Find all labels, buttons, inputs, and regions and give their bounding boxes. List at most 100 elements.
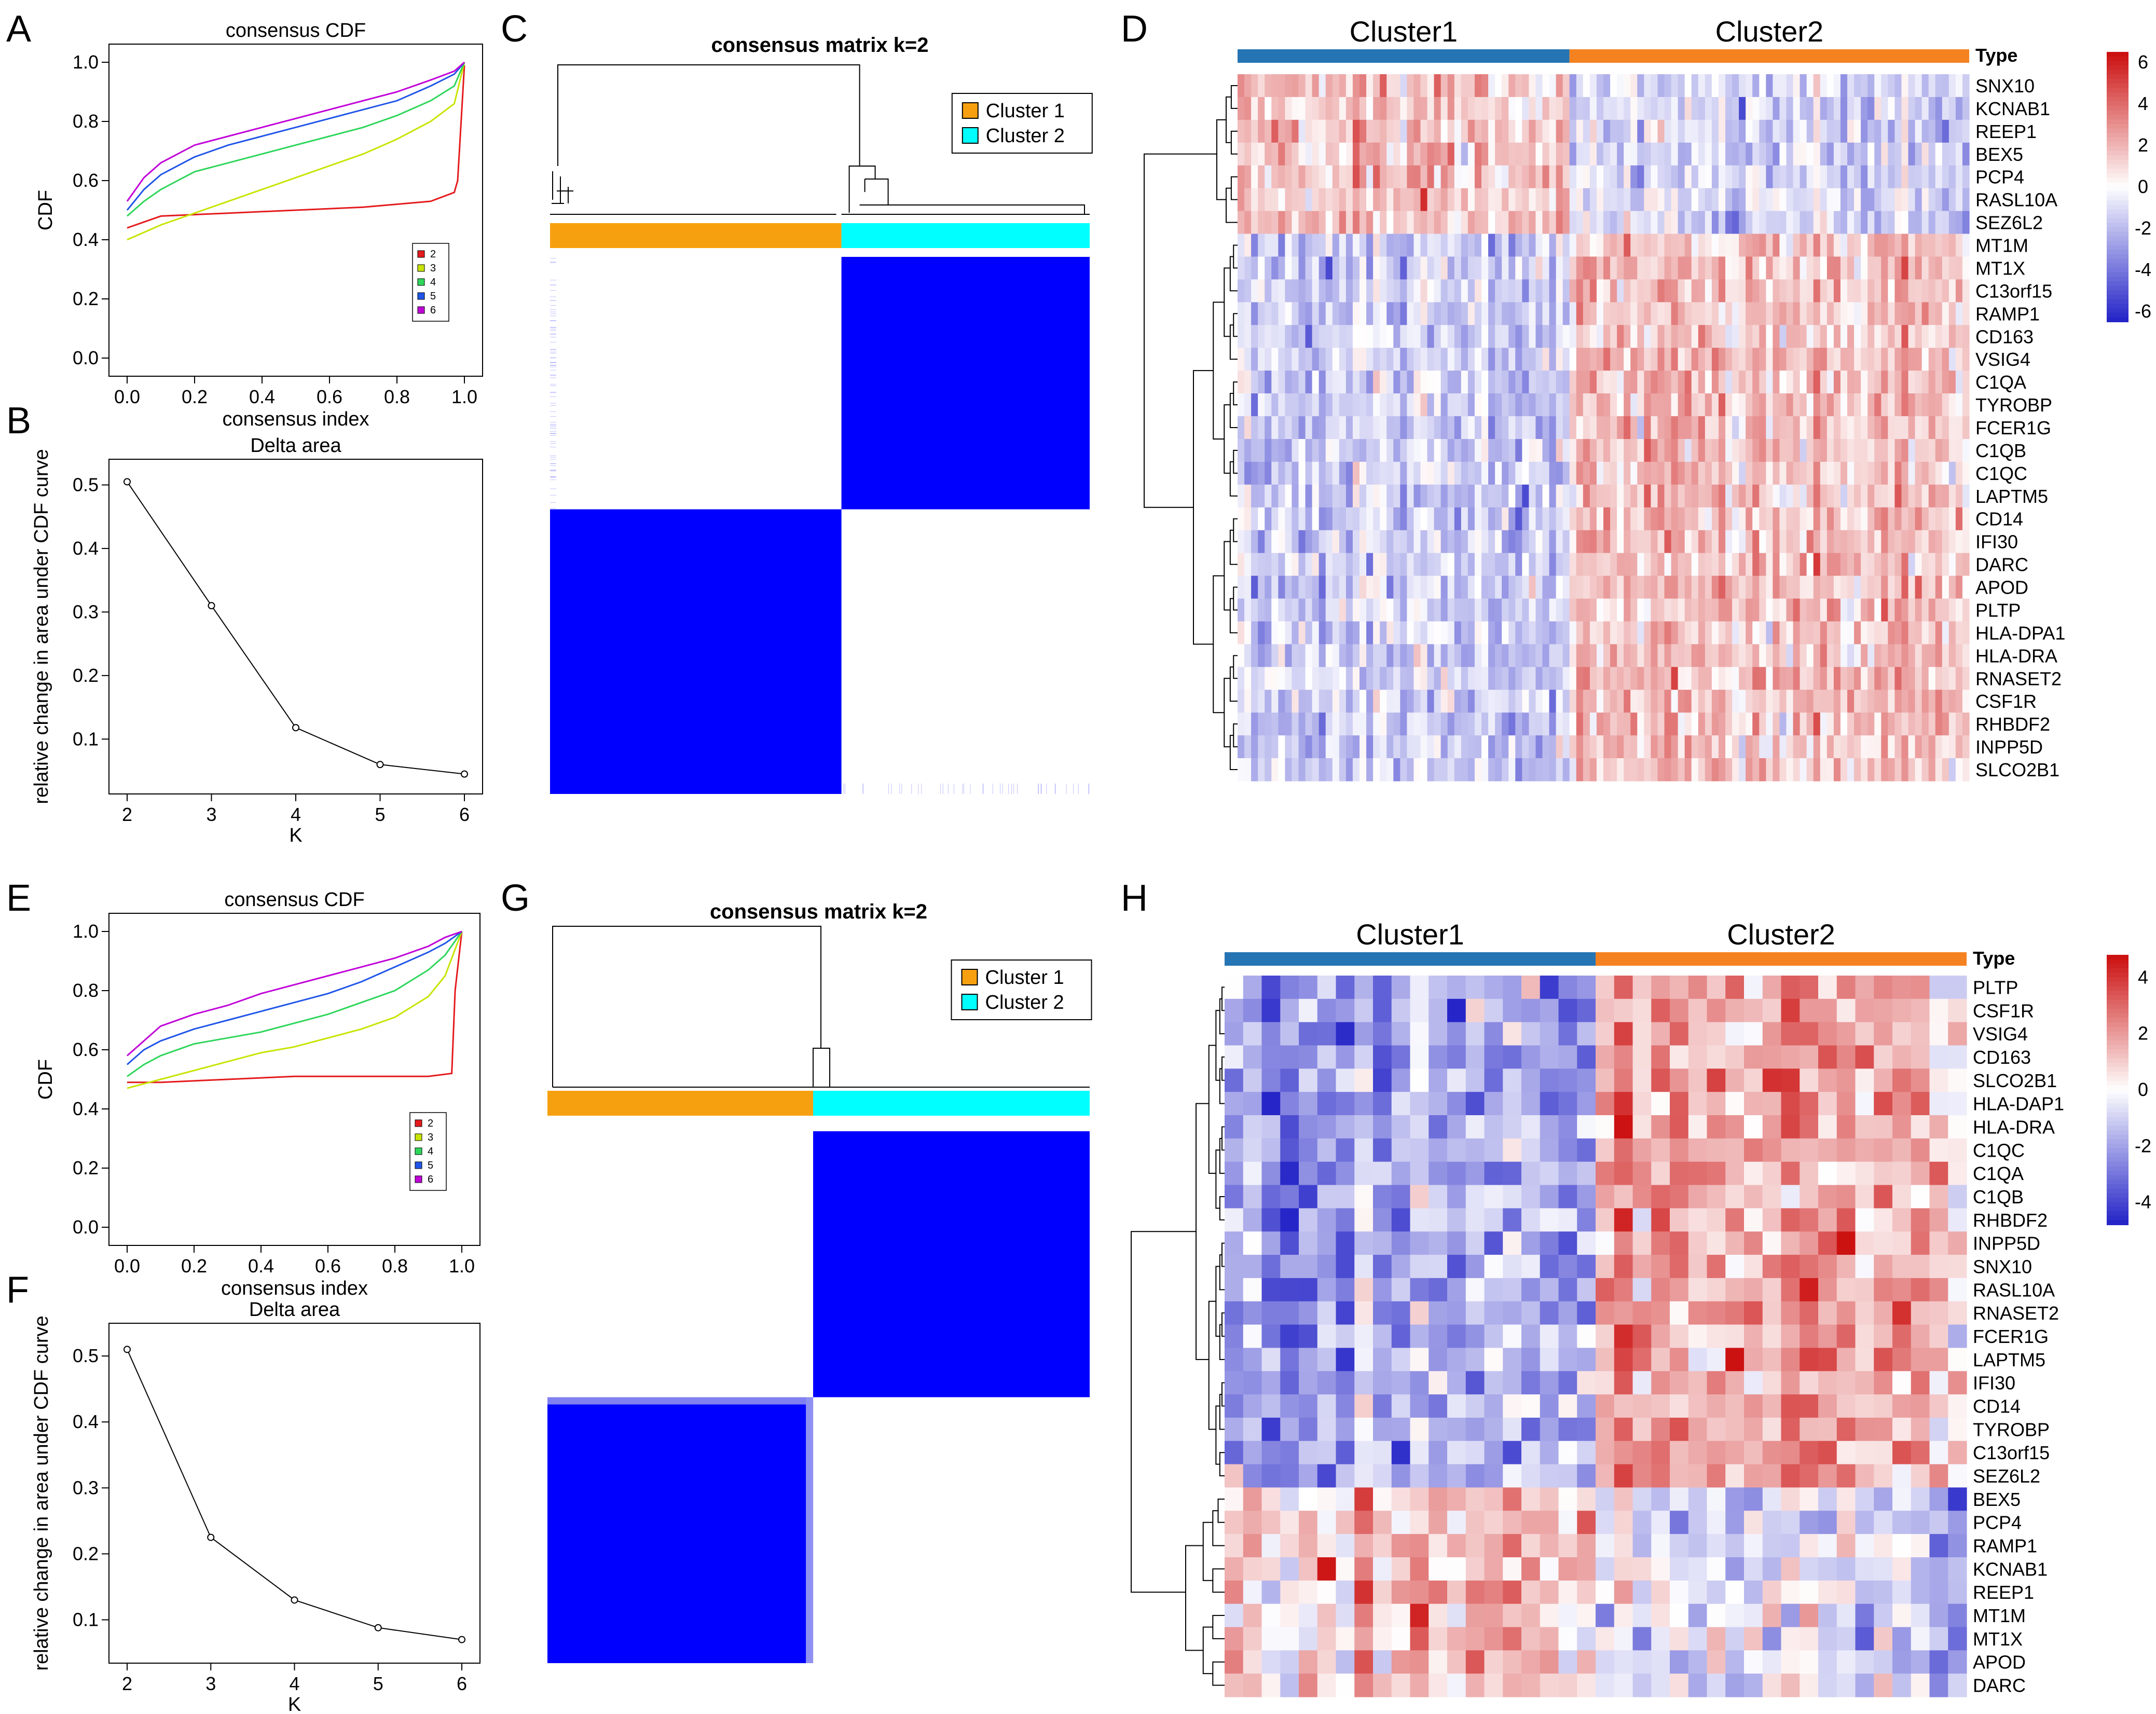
heatmap-cell: [1261, 1138, 1281, 1162]
heatmap-cell: [1596, 621, 1604, 645]
heatmap-cell: [1911, 1511, 1930, 1534]
heatmap-cell: [1407, 371, 1415, 394]
heatmap-cell: [1317, 1557, 1337, 1581]
heatmap-cell: [1332, 553, 1340, 577]
heatmap-cell: [1515, 165, 1522, 189]
heatmap-cell: [1583, 302, 1590, 325]
heatmap-cell: [1373, 1045, 1392, 1069]
heatmap-cell: [1354, 1464, 1374, 1488]
heatmap-cell: [1610, 234, 1617, 257]
heatmap-cell: [1373, 1231, 1392, 1255]
heatmap-cell: [1583, 598, 1590, 622]
heatmap-cell: [1818, 1627, 1837, 1651]
heatmap-cell: [1427, 461, 1435, 485]
heatmap-cell: [1800, 1417, 1819, 1442]
heatmap-cell: [1935, 758, 1943, 781]
heatmap-cell: [1881, 165, 1888, 189]
heatmap-cell: [1359, 279, 1367, 303]
heatmap-cell: [1779, 371, 1787, 394]
heatmap-cell: [1894, 97, 1902, 120]
heatmap-cell: [1806, 211, 1814, 235]
heatmap-cell: [1657, 461, 1665, 485]
heatmap-cell: [1391, 1441, 1411, 1465]
heatmap-cell: [1278, 348, 1285, 371]
heatmap-cell: [1820, 119, 1828, 143]
heatmap-cell: [1892, 1301, 1912, 1325]
panel-label-G: G: [501, 877, 530, 919]
heatmap-cell: [1243, 1580, 1262, 1605]
heatmap-cells: [1238, 74, 1970, 781]
heatmap-cell: [1962, 667, 1970, 690]
heatmap-cell: [1651, 97, 1658, 120]
heatmap-cell: [1928, 644, 1936, 667]
heatmap-cell: [1813, 621, 1821, 645]
heatmap-cell: [1651, 690, 1658, 713]
heatmap-cell: [1373, 1441, 1392, 1465]
heatmap-cell: [1691, 165, 1699, 189]
heatmap-cell: [1521, 1255, 1541, 1279]
heatmap-cell: [1678, 188, 1685, 212]
heatmap-cell: [1833, 667, 1841, 690]
heatmap-cell: [1688, 1161, 1708, 1186]
heatmap-cell: [1854, 416, 1861, 440]
heatmap-cell: [1610, 507, 1617, 531]
heatmap-cell: [1474, 690, 1482, 713]
heatmap-cell: [1258, 302, 1265, 325]
heatmap-cell: [1285, 393, 1293, 417]
heatmap-cell: [1529, 348, 1536, 371]
heatmap-cell: [1827, 667, 1834, 690]
heatmap-cell: [1617, 165, 1624, 189]
heatmap-cell: [1847, 553, 1855, 577]
heatmap-cell: [1818, 1022, 1837, 1046]
heatmap-cell: [1238, 575, 1245, 599]
heatmap-cell: [1614, 1394, 1633, 1418]
heatmap-cell: [1413, 188, 1421, 212]
heatmap-cell: [1892, 1557, 1912, 1581]
heatmap-cell: [1447, 188, 1455, 212]
heatmap-cell: [1786, 371, 1794, 394]
heatmap-cell: [1332, 165, 1340, 189]
heatmap-cell: [1657, 507, 1665, 531]
heatmap-cell: [1298, 142, 1306, 166]
heatmap-cell: [1921, 234, 1929, 257]
heatmap-cell: [1465, 976, 1485, 999]
heatmap-cell: [1711, 530, 1719, 554]
heatmap-cell: [1948, 1534, 1967, 1558]
heatmap-cell: [1312, 735, 1320, 759]
heatmap-cell: [1434, 667, 1441, 690]
heatmap-cell: [1596, 484, 1604, 508]
heatmap-cell: [1447, 119, 1455, 143]
heatmap-cell: [1380, 438, 1387, 462]
heatmap-cell: [1818, 1092, 1837, 1116]
heatmap-cell: [1752, 256, 1760, 280]
heatmap-cell: [1225, 1208, 1244, 1232]
heatmap-cell: [1280, 1441, 1299, 1465]
heatmap-cell: [1461, 553, 1468, 577]
heatmap-cell: [1928, 735, 1936, 759]
heatmap-cell: [1529, 393, 1536, 417]
heatmap-cell: [1894, 735, 1902, 759]
heatmap-cell: [1684, 165, 1692, 189]
heatmap-cell: [1955, 416, 1963, 440]
heatmap-cell: [1820, 165, 1828, 189]
heatmap-cell: [1867, 758, 1875, 781]
heatmap-cell: [1521, 1092, 1541, 1116]
heatmap-cell: [1540, 1580, 1559, 1605]
heatmap-cell: [1779, 575, 1787, 599]
heatmap-cell: [1481, 553, 1489, 577]
heatmap-cell: [1305, 279, 1313, 303]
heatmap-cell: [1535, 553, 1543, 577]
heatmap-cell: [1894, 644, 1902, 667]
heatmap-cell: [1354, 1231, 1374, 1255]
heatmap-cell: [1614, 976, 1633, 999]
heatmap-cell: [1474, 97, 1482, 120]
matrix-edge: [806, 1397, 814, 1663]
heatmap-cell: [1707, 1278, 1726, 1302]
heatmap-cell: [1614, 1138, 1633, 1162]
heatmap-cell: [1874, 667, 1882, 690]
heatmap-cell: [1427, 712, 1435, 736]
heatmap-cell: [1319, 211, 1326, 235]
heatmap-cell: [1325, 690, 1333, 713]
heatmap-cell: [1888, 758, 1895, 781]
heatmap-cell: [1861, 553, 1868, 577]
